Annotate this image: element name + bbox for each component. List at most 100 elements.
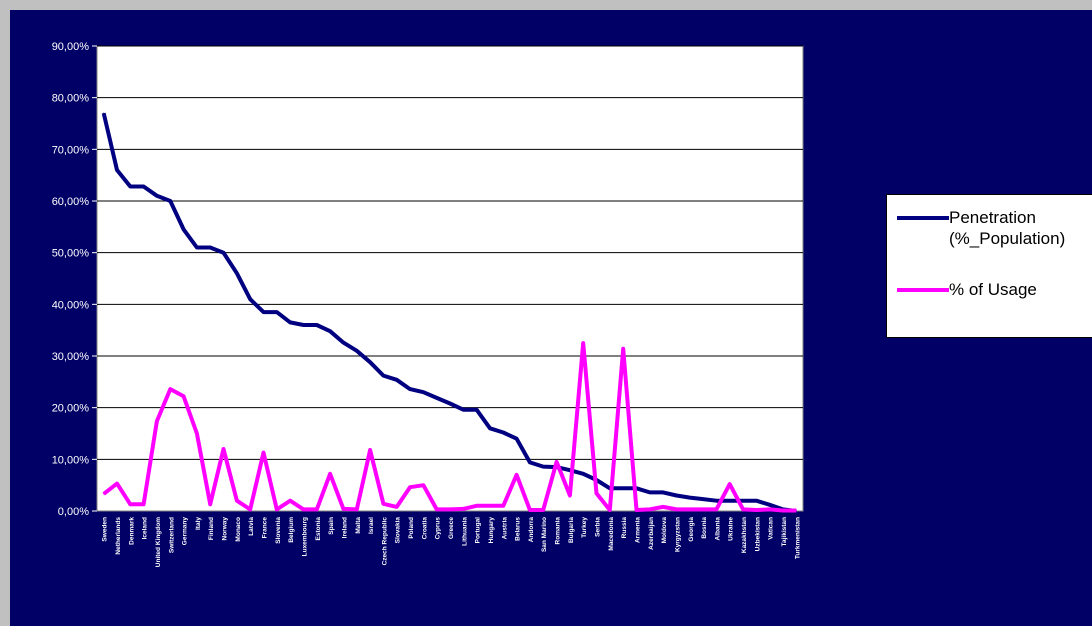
data-point-usage <box>449 508 451 510</box>
x-tick-label: Germany <box>182 517 189 546</box>
x-tick-label: Kyrgyzstan <box>674 517 681 552</box>
data-point-penetration <box>209 247 211 248</box>
data-point-usage <box>662 506 664 508</box>
x-tick-label: Azerbaijan <box>648 517 655 550</box>
x-tick-label: Bosnia <box>701 517 708 539</box>
x-tick-label: Denmark <box>128 517 135 545</box>
data-point-usage <box>489 505 491 507</box>
data-point-penetration <box>116 169 118 171</box>
plot-area <box>96 45 804 512</box>
data-point-usage <box>356 508 358 510</box>
y-tick-label: 90,00% <box>52 41 90 53</box>
data-point-penetration <box>129 186 131 188</box>
data-point-penetration <box>263 311 265 313</box>
data-point-usage <box>249 508 251 510</box>
data-point-penetration <box>276 311 278 313</box>
data-point-usage <box>782 509 784 511</box>
x-tick-label: Czech Republic <box>381 517 388 566</box>
data-point-usage <box>196 433 198 434</box>
x-tick-label: Spain <box>328 517 335 535</box>
data-point-penetration <box>755 500 757 502</box>
data-point-penetration <box>103 112 105 114</box>
x-tick-label: Latvia <box>248 517 255 536</box>
data-point-penetration <box>289 321 291 323</box>
data-point-usage <box>289 500 291 502</box>
x-tick-label: Hungary <box>488 517 495 544</box>
data-point-penetration <box>649 491 651 493</box>
data-point-usage <box>609 509 611 511</box>
data-point-penetration <box>342 342 344 344</box>
data-point-usage <box>742 508 744 510</box>
data-point-usage <box>183 395 185 397</box>
data-point-usage <box>755 509 757 511</box>
data-point-penetration <box>169 200 171 202</box>
x-tick-label: Turkey <box>581 517 588 538</box>
x-tick-label: Austria <box>501 517 508 540</box>
y-tick-label: 60,00% <box>52 196 90 208</box>
data-point-penetration <box>356 350 358 352</box>
x-tick-label: Malta <box>355 517 362 534</box>
data-point-usage <box>223 448 225 450</box>
legend-label-penetration: Penetration (%_Population) <box>949 208 1066 248</box>
y-tick-label: 30,00% <box>52 351 90 363</box>
x-tick-label: Portugal <box>475 517 482 544</box>
data-point-usage <box>702 508 704 510</box>
chart-area: 0,00% 10,00% 20,00% 30,00% 40,00% 50,00% 60,00… <box>10 10 1092 626</box>
x-tick-label: Moldova <box>661 517 668 544</box>
data-point-usage <box>276 508 278 510</box>
data-point-penetration <box>329 330 331 332</box>
x-tick-label: Israel <box>368 517 375 534</box>
data-point-usage <box>516 474 518 476</box>
x-tick-label: Estonia <box>315 517 322 541</box>
data-point-usage <box>635 509 637 511</box>
x-tick-label: Ukraine <box>728 517 735 541</box>
x-tick-label: San Marino <box>541 517 548 552</box>
x-tick-label: Ireland <box>341 517 348 538</box>
data-point-penetration <box>183 228 185 230</box>
data-point-penetration <box>542 466 544 468</box>
x-tick-label: Bulgaria <box>568 517 575 543</box>
legend-swatch-usage <box>897 288 949 292</box>
line-chart: 0,00% 10,00% 20,00% 30,00% 40,00% 50,00% 60,00… <box>52 41 804 567</box>
data-point-usage <box>143 503 145 505</box>
y-tick-label: 50,00% <box>52 248 90 260</box>
x-tick-label: Iceland <box>142 517 149 539</box>
data-point-penetration <box>409 388 411 390</box>
data-point-penetration <box>223 252 225 254</box>
data-point-usage <box>596 492 598 494</box>
data-point-usage <box>236 500 238 502</box>
x-tick-label: Sweden <box>102 517 109 542</box>
x-tick-label: Cyprus <box>435 517 442 540</box>
x-tick-label: Kazakhstan <box>741 517 748 553</box>
data-point-penetration <box>369 361 371 363</box>
x-tick-label: Macedonia <box>608 517 615 551</box>
x-tick-label: Albania <box>714 517 721 541</box>
data-point-usage <box>263 452 265 454</box>
x-tick-label: Finland <box>208 517 215 540</box>
data-point-penetration <box>675 495 677 496</box>
x-tick-label: Monaco <box>235 517 242 542</box>
data-point-penetration <box>729 500 731 502</box>
data-point-usage <box>103 493 105 495</box>
data-point-usage <box>569 495 571 496</box>
data-point-penetration <box>396 379 398 381</box>
data-point-penetration <box>662 491 664 493</box>
data-point-usage <box>556 461 558 463</box>
x-tick-label: Georgia <box>688 517 695 542</box>
x-tick-label: Andorra <box>528 517 535 543</box>
x-tick-label: Uzbekistan <box>754 517 761 551</box>
y-tick-label: 40,00% <box>52 299 90 311</box>
legend-item-usage: % of Usage <box>897 279 1092 300</box>
x-tick-label: Turkmenistan <box>794 517 801 559</box>
data-point-usage <box>316 508 318 510</box>
y-tick-label: 0,00% <box>58 506 89 518</box>
data-point-usage <box>689 508 691 510</box>
data-point-usage <box>649 508 651 510</box>
x-tick-label: Slovenia <box>275 517 282 544</box>
data-point-usage <box>715 508 717 510</box>
y-tick-label: 10,00% <box>52 454 90 466</box>
data-point-penetration <box>449 403 451 405</box>
y-tick-label: 80,00% <box>52 93 90 105</box>
data-point-usage <box>729 483 731 485</box>
data-point-usage <box>302 508 304 510</box>
